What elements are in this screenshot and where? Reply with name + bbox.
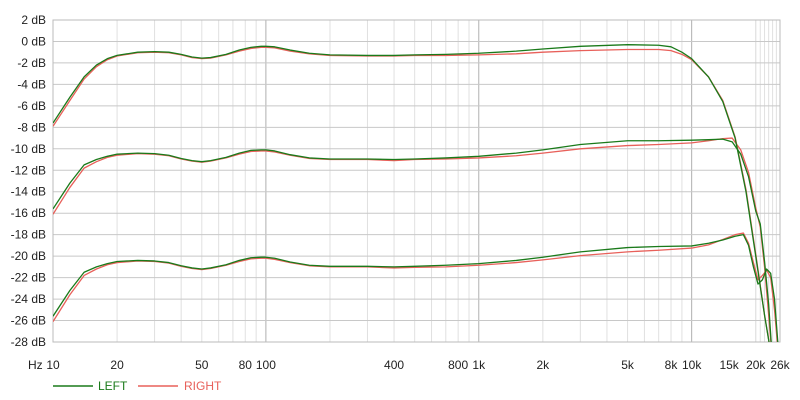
series-line-left-1 bbox=[53, 138, 772, 342]
y-tick-label: -20 dB bbox=[11, 249, 46, 263]
x-tick-label: 26k bbox=[770, 358, 790, 372]
x-tick-label: 20 bbox=[110, 358, 124, 372]
x-tick-label: 80 bbox=[239, 358, 253, 372]
x-tick-label: 50 bbox=[195, 358, 209, 372]
legend: LEFT RIGHT bbox=[53, 379, 222, 393]
y-axis-tick-labels: 2 dB 0 dB -2 dB -4 dB -6 dB -8 dB -10 dB -12 dB… bbox=[11, 13, 46, 349]
x-tick-label: 8k bbox=[665, 358, 679, 372]
y-tick-label: -8 dB bbox=[17, 120, 46, 134]
x-tick-label: 800 bbox=[448, 358, 468, 372]
y-tick-label: 0 dB bbox=[21, 34, 46, 48]
y-tick-label: -24 dB bbox=[11, 292, 46, 306]
x-tick-label: 1k bbox=[472, 358, 486, 372]
x-tick-label: 10 bbox=[46, 358, 60, 372]
x-tick-label: 100 bbox=[256, 358, 276, 372]
plot-frame bbox=[52, 19, 781, 343]
x-axis-tick-labels: Hz 10 20 50 80 100 400 800 1k 2k 5k 8k 10k 15k 20k 26k bbox=[28, 358, 791, 372]
major-gridlines bbox=[53, 19, 780, 343]
y-tick-label: 2 dB bbox=[21, 13, 46, 27]
x-axis-unit-label: Hz bbox=[28, 358, 43, 372]
y-tick-label: -22 dB bbox=[11, 271, 46, 285]
x-tick-label: 15k bbox=[719, 358, 739, 372]
y-tick-label: -18 dB bbox=[11, 228, 46, 242]
y-tick-label: -12 dB bbox=[11, 163, 46, 177]
y-tick-label: -6 dB bbox=[17, 99, 46, 113]
x-tick-label: 400 bbox=[384, 358, 404, 372]
x-tick-label: 20k bbox=[746, 358, 766, 372]
series-line-left-2 bbox=[53, 234, 779, 342]
y-tick-label: -4 dB bbox=[17, 77, 46, 91]
y-tick-label: -2 dB bbox=[17, 56, 46, 70]
series-lines bbox=[53, 44, 779, 342]
x-tick-label: 10k bbox=[682, 358, 702, 372]
y-tick-label: -26 dB bbox=[11, 314, 46, 328]
legend-label-right: RIGHT bbox=[184, 379, 222, 393]
y-tick-label: -16 dB bbox=[11, 206, 46, 220]
series-line-left-0 bbox=[53, 44, 770, 342]
x-tick-label: 5k bbox=[621, 358, 635, 372]
x-tick-label: 2k bbox=[537, 358, 551, 372]
y-tick-label: -10 dB bbox=[11, 142, 46, 156]
y-tick-label: -14 dB bbox=[11, 185, 46, 199]
legend-label-left: LEFT bbox=[98, 379, 128, 393]
y-tick-label: -28 dB bbox=[11, 335, 46, 349]
